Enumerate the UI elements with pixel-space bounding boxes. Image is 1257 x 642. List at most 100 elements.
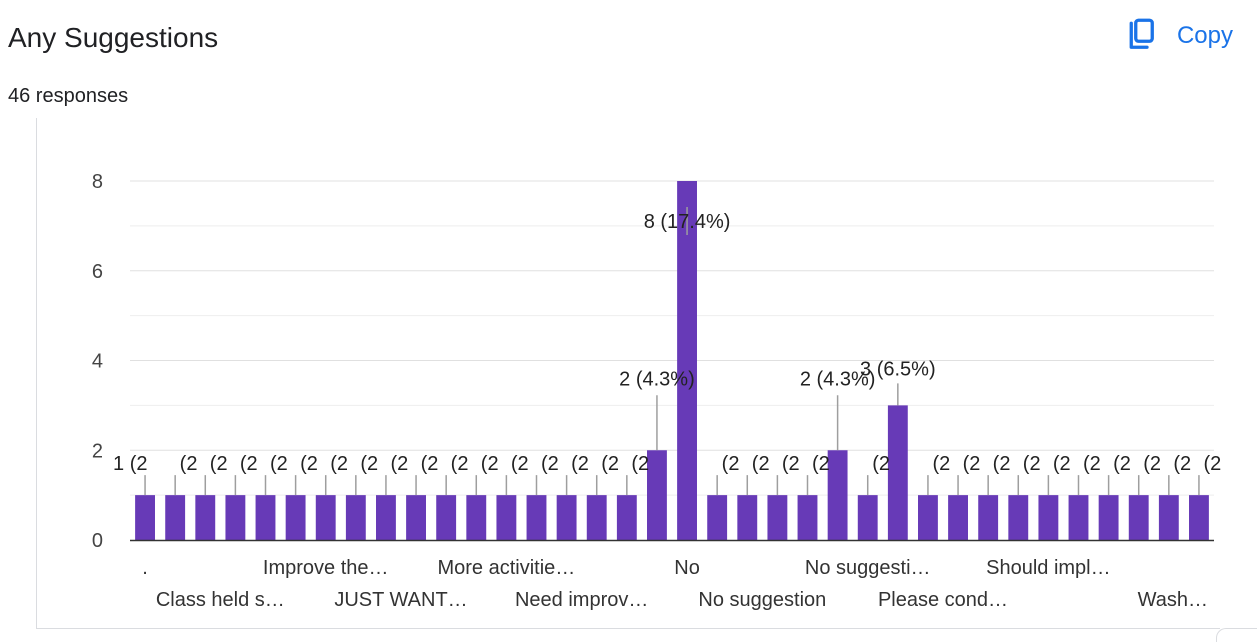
bar-value-label: (2: [421, 453, 439, 475]
bar: [195, 495, 216, 540]
bar-value-label: (2: [1113, 453, 1131, 475]
bar: [1128, 495, 1149, 540]
x-tick-label: No suggesti…: [805, 557, 931, 579]
bar-value-label: (2: [782, 453, 800, 475]
y-tick-label: 0: [92, 530, 103, 552]
bar-value-label: (2: [872, 453, 890, 475]
bar-value-label: (2: [812, 453, 830, 475]
bar-value-label: (2: [360, 453, 378, 475]
bar: [496, 495, 517, 540]
bar: [466, 495, 487, 540]
bar: [165, 495, 186, 540]
bar-value-label: (2: [1083, 453, 1101, 475]
bar: [918, 495, 938, 540]
bar: [1098, 495, 1119, 540]
bar: [616, 495, 637, 540]
bar-value-label: 8 (17.4%): [644, 211, 731, 233]
bar-value-label: (2: [1203, 453, 1221, 475]
bar: [797, 495, 818, 540]
copy-label: Copy: [1176, 22, 1233, 49]
bar-value-label: 2 (4.3%): [619, 368, 695, 390]
bar: [1189, 495, 1209, 540]
bar-value-label: (2: [1023, 453, 1041, 475]
bar: [315, 495, 336, 540]
y-tick-label: 8: [92, 171, 103, 193]
bar: [887, 405, 908, 540]
bar: [827, 450, 848, 540]
bar-value-label: 2 (4.3%): [800, 368, 876, 390]
grid-lines: [130, 180, 1214, 496]
card-border-left: [36, 118, 37, 628]
bar-value-label: (2: [631, 453, 649, 475]
next-card-corner: [1216, 628, 1257, 642]
bar-value-label: (2: [300, 453, 318, 475]
y-axis-ticks: 0 2 4 6 8: [92, 171, 103, 552]
page-title: Any Suggestions: [8, 22, 219, 53]
x-tick-label: Improve the…: [263, 557, 389, 579]
bar: [1068, 495, 1089, 540]
bar: [436, 495, 457, 540]
bar-value-label: (2: [993, 453, 1011, 475]
x-tick-label: .: [142, 557, 148, 579]
x-tick-label: More activitie…: [437, 557, 575, 579]
bar-value-label: (2: [451, 453, 469, 475]
bar: [647, 450, 667, 540]
bar: [677, 181, 697, 540]
x-tick-label: Should impl…: [986, 557, 1111, 579]
x-tick-label: Please cond…: [878, 589, 1008, 611]
x-tick-label: Need improv…: [515, 589, 648, 611]
x-tick-label: No suggestion: [698, 589, 826, 611]
bar: [586, 495, 607, 540]
bar-value-label: (2: [541, 453, 559, 475]
bar: [345, 495, 366, 540]
bar: [225, 495, 246, 540]
response-count: 46 responses: [8, 85, 129, 107]
copy-icon: [1129, 18, 1154, 49]
bar: [1038, 495, 1059, 540]
bar-value-label: (2: [932, 453, 950, 475]
bar-value-label: (2: [330, 453, 348, 475]
x-tick-label: No: [674, 557, 700, 579]
bar-value-label: (2: [722, 453, 740, 475]
bar: [285, 495, 306, 540]
x-axis-labels: . Improve the… More activitie… No No suggest…: [142, 557, 1208, 611]
bar-value-labels: 1 (2 (2 (2 (2 (2 (2 (2 (2 (2 (2 (2 (2 (2 (2 (2 (2 (2 2 (4…: [113, 211, 1221, 475]
bar-value-label: (2: [210, 453, 228, 475]
bar: [1008, 495, 1029, 540]
bar-value-label: (2: [240, 453, 258, 475]
bar-value-label: (2: [752, 453, 770, 475]
bar: [556, 495, 577, 540]
bar: [978, 495, 999, 540]
bar-value-label: (2: [571, 453, 589, 475]
bar-value-label: (2: [481, 453, 499, 475]
copy-button[interactable]: Copy: [1123, 18, 1233, 54]
bar-value-label: (2: [1143, 453, 1161, 475]
bar: [255, 495, 276, 540]
label-leaders: [144, 207, 1200, 496]
x-tick-label: JUST WANT…: [334, 589, 467, 611]
bar: [526, 495, 547, 540]
bars: [135, 181, 1209, 540]
bar: [737, 495, 758, 540]
bar-value-label: (2: [963, 453, 981, 475]
x-tick-label: Wash…: [1138, 589, 1208, 611]
bar-value-label: (2: [601, 453, 619, 475]
bar-value-label: 3 (6.5%): [860, 358, 936, 380]
bar-value-label: (2: [1053, 453, 1071, 475]
bar: [135, 495, 155, 540]
bar: [948, 495, 968, 540]
x-tick-label: Class held s…: [156, 589, 285, 611]
bar: [857, 495, 878, 540]
bar: [406, 495, 426, 540]
y-tick-label: 6: [92, 261, 103, 283]
bar-value-label: (2: [180, 453, 198, 475]
bar: [376, 495, 396, 540]
y-tick-label: 4: [92, 351, 103, 373]
bar-value-label: (2: [270, 453, 288, 475]
bar-value-label: (2: [1173, 453, 1191, 475]
bar-value-label: (2: [390, 453, 408, 475]
bar-value-label: (2: [511, 453, 529, 475]
bar: [767, 495, 788, 540]
bar: [707, 495, 728, 540]
